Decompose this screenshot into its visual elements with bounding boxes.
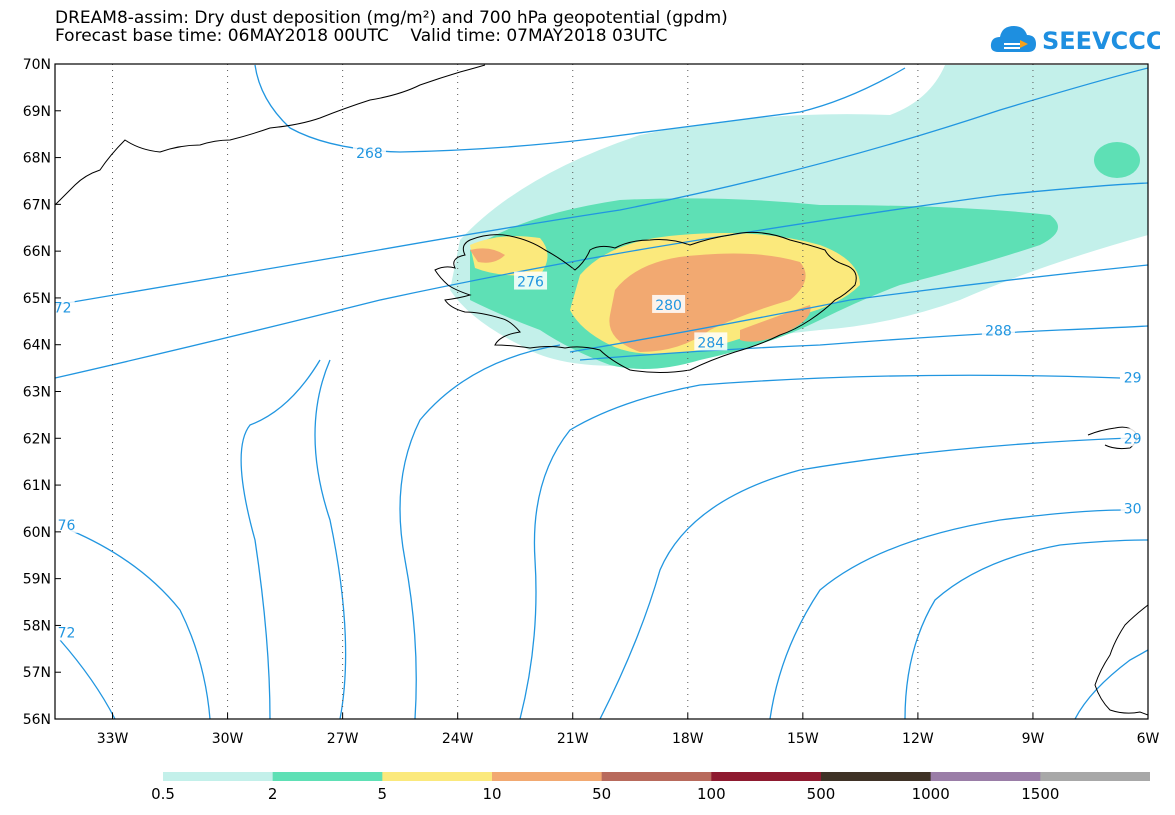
legend-label: 50 <box>592 785 612 803</box>
map-subtitle: Forecast base time: 06MAY2018 00UTC Vali… <box>55 26 668 46</box>
legend-swatch <box>382 772 493 781</box>
seevccc-logo: SEEVCCC <box>990 26 1160 55</box>
dust-layer-10 <box>470 248 811 352</box>
lat-label: 62N <box>23 431 51 447</box>
contour-label-text: 276 <box>517 275 544 291</box>
greenland-coast <box>55 64 486 206</box>
legend-label: 1500 <box>1021 785 1060 803</box>
color-legend <box>163 772 1150 781</box>
contour-label: 72 <box>55 622 79 641</box>
lon-label: 6W <box>1137 731 1160 747</box>
legend-label: 10 <box>482 785 502 803</box>
legend-swatch <box>272 772 383 781</box>
contour-label: 72 <box>54 297 75 316</box>
contour-label: 29 <box>1120 428 1145 447</box>
lat-label: 60N <box>23 525 51 541</box>
lon-label: 30W <box>212 731 244 747</box>
lon-label: 24W <box>442 731 474 747</box>
legend-swatch <box>711 772 822 781</box>
lon-label: 9W <box>1022 731 1045 747</box>
contour-label-text: 284 <box>697 335 724 351</box>
contour-label: 30 <box>1120 498 1145 517</box>
legend-swatch <box>1040 772 1150 781</box>
contour-label-text: 280 <box>655 298 682 314</box>
contour-label: 29 <box>1120 367 1145 386</box>
legend-swatch <box>492 772 603 781</box>
lat-label: 69N <box>23 104 51 120</box>
contour-label: 288 <box>981 320 1015 340</box>
lat-label: 57N <box>23 665 51 681</box>
axis-ticks <box>55 63 1149 720</box>
lon-label: 27W <box>327 731 359 747</box>
cloud-logo-icon <box>990 26 1036 52</box>
legend-label: 500 <box>806 785 836 803</box>
contour-label-text: 72 <box>54 300 72 316</box>
lat-label: 58N <box>23 618 51 634</box>
latitude-labels: 70N 69N 68N 67N 66N 65N 64N 63N 62N 61N 60N 59N 58N 5… <box>23 57 51 728</box>
contour-label: 276 <box>514 271 548 291</box>
contour-label: 284 <box>694 332 728 351</box>
lon-label: 18W <box>672 731 704 747</box>
legend-swatch <box>163 772 274 781</box>
legend-swatch <box>601 772 712 781</box>
legend-label: 0.5 <box>151 785 175 803</box>
lon-label: 33W <box>97 731 129 747</box>
lat-label: 65N <box>23 291 51 307</box>
iceland-coast <box>434 231 857 373</box>
map-title: DREAM8-assim: Dry dust deposition (mg/m²… <box>55 8 728 28</box>
lat-label: 61N <box>23 478 51 494</box>
contour-label-text: 268 <box>356 146 383 162</box>
contour-label-text: 29 <box>1124 370 1142 386</box>
contour-label-text: 76 <box>58 518 76 534</box>
contour-label: 268 <box>352 142 386 162</box>
lon-label: 15W <box>787 731 819 747</box>
longitude-labels: 33W 30W 27W 24W 21W 18W 15W 12W 9W 6W <box>97 731 1160 747</box>
contour-label-text: 288 <box>985 324 1012 340</box>
lon-label: 21W <box>557 731 589 747</box>
contour-labels: 268 276 280 284 288 72 76 72 29 29 30 <box>54 142 1145 641</box>
lat-label: 70N <box>23 57 51 73</box>
legend-swatch <box>821 772 932 781</box>
lat-label: 67N <box>23 197 51 213</box>
legend-label: 100 <box>697 785 726 803</box>
lat-label: 59N <box>23 572 51 588</box>
lat-label: 56N <box>23 712 51 728</box>
lon-label: 12W <box>902 731 934 747</box>
lat-label: 66N <box>23 244 51 260</box>
contour-label-text: 72 <box>58 625 76 641</box>
lat-label: 64N <box>23 338 51 354</box>
scotland-coast <box>1094 604 1148 716</box>
lat-label: 63N <box>23 385 51 401</box>
logo-text: SEEVCCC <box>1042 27 1160 55</box>
legend-label: 1000 <box>911 785 950 803</box>
legend-label: 2 <box>267 785 278 803</box>
legend-label: 5 <box>377 785 388 803</box>
contour-label: 280 <box>652 294 686 314</box>
legend-swatch <box>930 772 1041 781</box>
geopotential-contours <box>55 64 1148 719</box>
lat-label: 68N <box>23 151 51 167</box>
contour-label: 76 <box>55 514 79 534</box>
contour-label-text: 29 <box>1124 431 1142 447</box>
contour-label-text: 30 <box>1124 501 1142 517</box>
